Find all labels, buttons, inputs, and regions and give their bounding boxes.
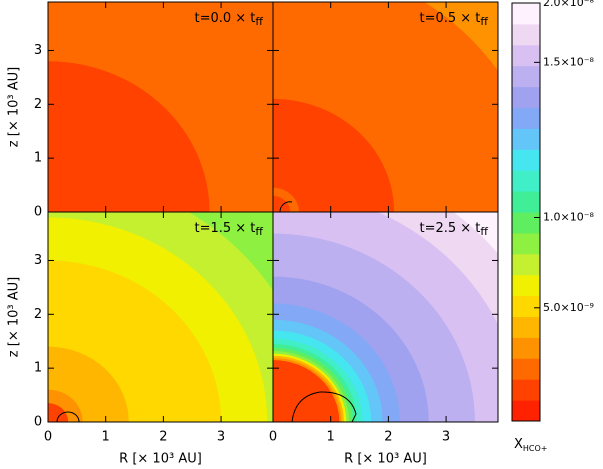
y-tick-label: 0 xyxy=(34,205,42,220)
panel-frame xyxy=(272,211,499,423)
colorbar-band xyxy=(512,23,540,46)
panel-label-sub: ff xyxy=(480,15,488,28)
panels xyxy=(48,2,498,422)
panel-label-sub: ff xyxy=(480,225,488,238)
overlay xyxy=(56,201,357,423)
y-tick-label: 0 xyxy=(34,415,42,430)
y-axis-title: z [× 10³ AU] xyxy=(7,67,22,147)
colorbar-band xyxy=(512,337,540,359)
colorbar-band xyxy=(512,232,540,255)
panel-label: t=0.5 × tff xyxy=(419,11,488,29)
colorbar-band xyxy=(512,170,540,192)
panel-label-text: t=1.5 × t xyxy=(194,221,255,236)
colorbar-band xyxy=(512,191,540,213)
contour-band xyxy=(273,360,340,422)
colorbar-band xyxy=(512,379,540,401)
colorbar-band xyxy=(512,128,540,150)
colorbar-label-sub: HCO+ xyxy=(523,444,548,453)
panel xyxy=(273,212,498,422)
y-tick-label: 2 xyxy=(34,307,42,322)
y-tick-label: 3 xyxy=(34,43,42,58)
panel xyxy=(273,2,498,212)
x-tick-label: 3 xyxy=(442,430,450,445)
y-tick-label: 3 xyxy=(34,253,42,268)
colorbar-band xyxy=(512,400,540,422)
colorbar-band xyxy=(512,295,540,317)
y-tick-label: 1 xyxy=(34,151,42,166)
contour-band xyxy=(273,98,395,212)
panel-label: t=0.0 × tff xyxy=(194,11,263,29)
colorbar-tick-label: 1.5×10⁻⁸ xyxy=(543,55,595,68)
panel xyxy=(48,2,273,212)
colorbar-band xyxy=(512,316,540,338)
contour-line xyxy=(56,411,80,423)
colorbar-band xyxy=(512,107,540,129)
colorbar-band xyxy=(512,253,540,276)
colorbar-band xyxy=(512,65,540,88)
panel-label-text: t=0.5 × t xyxy=(419,11,480,26)
contour-line xyxy=(291,391,357,423)
colorbar-band xyxy=(512,212,540,234)
contour-band xyxy=(273,195,291,212)
colorbar-label: XHCO+ xyxy=(514,437,548,453)
colorbar-band xyxy=(512,274,540,297)
contour-band xyxy=(48,403,69,422)
panel-label: t=1.5 × tff xyxy=(194,221,263,239)
panel-label-text: t=2.5 × t xyxy=(419,221,480,236)
x-tick-label: 3 xyxy=(217,430,225,445)
colorbar-band xyxy=(512,3,540,25)
panel-label-sub: ff xyxy=(255,225,263,238)
contour-line xyxy=(279,201,293,213)
panel-label-text: t=0.0 × t xyxy=(194,11,255,26)
x-axis-title: R [× 10³ AU] xyxy=(119,452,202,467)
x-tick-label: 1 xyxy=(327,430,335,445)
x-tick-label: 2 xyxy=(159,430,167,445)
panel-label-sub: ff xyxy=(255,15,263,28)
colorbar-tick-label: 2.0×10⁻⁸ xyxy=(543,0,595,9)
x-tick-label: 1 xyxy=(102,430,110,445)
colorbar-band xyxy=(512,358,540,380)
contour-band xyxy=(48,61,210,212)
colorbar-tick-label: 5.0×10⁻⁹ xyxy=(543,301,594,314)
y-axis-title: z [× 10³ AU] xyxy=(7,277,22,357)
x-tick-label: 2 xyxy=(384,430,392,445)
x-axis-title: R [× 10³ AU] xyxy=(344,452,427,467)
y-tick-label: 1 xyxy=(34,361,42,376)
x-tick-label: 0 xyxy=(269,430,277,445)
y-tick-label: 2 xyxy=(34,97,42,112)
colorbar-band xyxy=(512,44,540,67)
colorbar-tick-label: 1.0×10⁻⁸ xyxy=(543,211,595,224)
x-tick-label: 0 xyxy=(44,430,52,445)
colorbar-label-text: X xyxy=(514,437,523,452)
colorbar-frame xyxy=(511,2,541,422)
colorbar-band xyxy=(512,86,540,108)
colorbar-band xyxy=(512,149,540,171)
panel-label: t=2.5 × tff xyxy=(419,221,488,239)
panel xyxy=(48,212,273,422)
